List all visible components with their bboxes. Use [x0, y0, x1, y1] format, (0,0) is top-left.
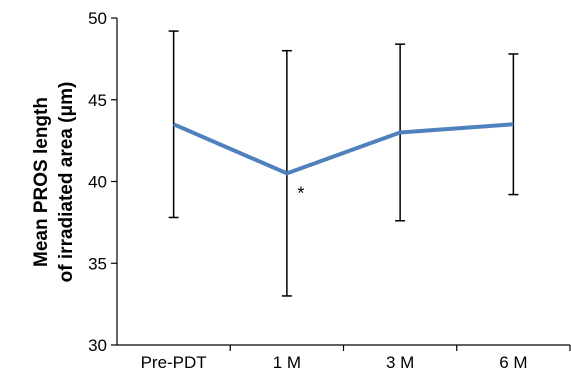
y-tick-label: 30 — [88, 336, 107, 355]
y-tick-label: 40 — [88, 173, 107, 192]
significance-marker: * — [297, 183, 304, 203]
error-bars — [168, 30, 519, 297]
x-tick-label: 3 M — [386, 353, 414, 372]
x-tick-label: 1 M — [273, 353, 301, 372]
series-lines — [172, 122, 514, 176]
y-tick-label: 35 — [88, 254, 107, 273]
series-line — [172, 122, 514, 176]
x-ticks: Pre-PDT 1 M 3 M 6 M — [141, 345, 571, 372]
y-tick-label: 45 — [88, 91, 107, 110]
y-ticks: 30 35 40 45 50 — [88, 9, 117, 355]
x-tick-label: 6 M — [499, 353, 527, 372]
annotations: * — [297, 183, 304, 203]
y-axis-title-line-2: of irradiated area (μm) — [56, 82, 77, 283]
y-axis-title-line-1: Mean PROS length — [31, 97, 52, 267]
y-tick-label: 50 — [88, 9, 107, 28]
x-tick-label: Pre-PDT — [141, 353, 207, 372]
